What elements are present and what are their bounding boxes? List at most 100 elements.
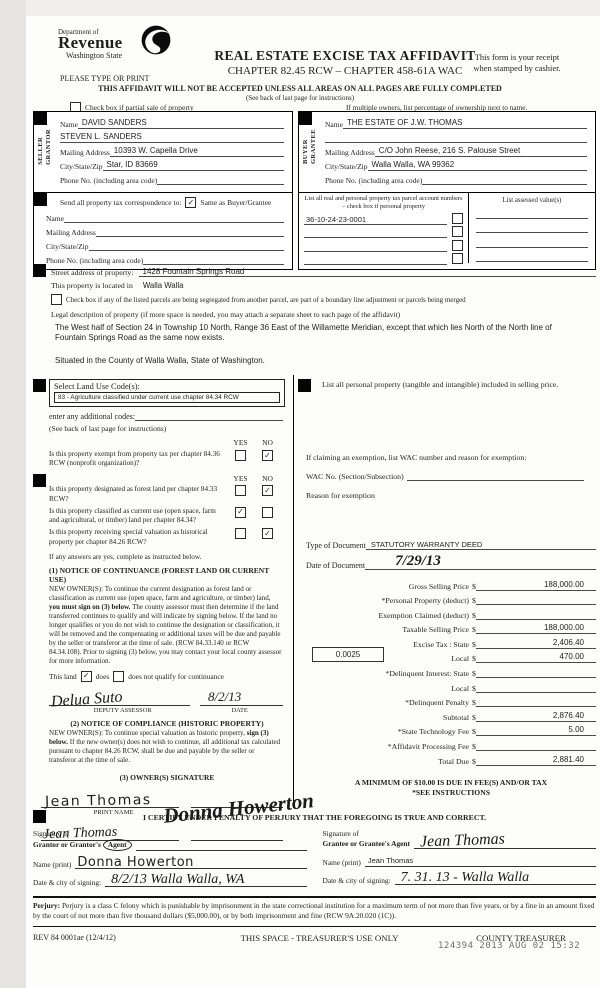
no-header: NO [262,438,273,447]
doc-date-field[interactable]: 7/29/13 [365,553,596,570]
local-rate-box: 0.0025 [312,647,384,663]
segregated-label: Check box if any of the listed parcels a… [66,295,466,304]
assessed-field-2[interactable] [476,219,588,233]
total-due-field[interactable]: 2,881.40 [475,755,596,766]
parcel-personal-checkbox-1[interactable] [452,212,463,224]
land-does-not-checkbox[interactable] [113,670,125,682]
parcel-personal-checkbox-2[interactable] [452,226,463,237]
grantor-sig-label1: Signature of [33,829,70,838]
owner-print-name-line-2[interactable] [191,795,283,808]
excise-tax-state-field[interactable]: 2,406.40 [475,638,596,649]
corr-city-field[interactable] [88,240,284,251]
this-land-label: This land [49,671,77,681]
land-use-code-select[interactable]: 83 - Agriculture classified under curren… [54,392,280,403]
seller-name-field[interactable]: DAVID SANDERS [77,118,284,129]
additional-codes-field[interactable] [134,411,283,421]
parcel-field-4[interactable] [304,264,447,265]
section-marker [34,112,47,125]
parcel-numbers-box: List all real and personal property tax … [299,193,468,265]
assessed-field-4[interactable] [476,248,588,262]
grantee-date-field[interactable]: 7. 31. 13 - Walla Walla [394,870,596,885]
owner-print-name-line[interactable]: Jean Thomas [41,792,179,810]
buyer-name2-field[interactable] [325,132,587,143]
personal-property-deduct-field[interactable] [475,594,596,606]
see-back-note: (See back of last page for instructions) [245,94,355,102]
parcel-personal-checkbox-3[interactable] [452,239,463,251]
scan-left-edge [0,0,26,988]
forest-yes-checkbox[interactable] [235,485,246,497]
seller-column: SELLER GRANTOR Name DAVID SANDERS STEVEN… [33,111,293,270]
grantor-print-field[interactable]: Donna Howerton [75,855,307,870]
row-label: Total Due [438,756,469,766]
perjury-note: Perjury: Perjury is a class C felony whi… [33,901,596,927]
deputy-assessor-signature-line[interactable]: Delua Suto [49,688,191,710]
corr-address-label: Mailing Address [46,228,96,237]
historic-yes-checkbox[interactable] [235,528,246,540]
buyer-name-field[interactable]: THE ESTATE OF J.W. THOMAS [342,118,587,129]
same-as-buyer-checkbox[interactable]: ✓ [185,197,197,208]
doc-type-field[interactable]: STATUTORY WARRANTY DEED [365,540,596,550]
land-does-checkbox[interactable]: ✓ [80,670,92,682]
parcel-field-2[interactable] [304,237,447,238]
taxable-selling-price-field[interactable]: 188,000.00 [475,623,596,635]
parcel-field-1[interactable]: 36-10-24-23-0001 [304,215,447,225]
assessed-field-1[interactable] [476,204,588,219]
corr-name-field[interactable] [63,212,284,223]
buyer-city-field[interactable]: Walla Walla, WA 99362 [367,160,587,171]
state-technology-fee-field[interactable]: 5.00 [475,725,596,737]
doc-type-label: Type of Document [306,540,366,550]
corr-phone-field[interactable] [143,254,284,265]
seller-address-field[interactable]: 10393 W. Capella Drive [109,146,284,157]
delinquent-interest-state-field[interactable] [475,667,596,679]
located-value: Walla Walla [142,281,184,290]
seller-city-label: City/State/Zip [60,162,103,171]
seller-city-field[interactable]: Star, ID 83669 [102,160,284,171]
buyer-column: BUYER GRANTEE Name THE ESTATE OF J.W. TH… [298,111,596,270]
affidavit-processing-fee-field[interactable] [475,740,596,752]
gross-selling-price-field[interactable]: 188,000.00 [475,580,596,591]
delinquent-interest-local-field[interactable] [475,682,596,693]
yes-header: YES [233,474,248,484]
additional-codes-label: enter any additional codes: [49,412,135,421]
delinquent-penalty-field[interactable] [475,696,596,708]
grantee-signature-line[interactable]: Jean Thomas [414,830,596,850]
exempt-no-checkbox[interactable]: ✓ [262,450,273,461]
seller-address-label: Mailing Address [60,148,110,157]
receipt-note: This form is your receipt when stamped b… [473,52,561,74]
grantor-signature-line[interactable] [135,838,307,851]
street-address-field[interactable]: 1428 Fountain Springs Road [138,267,596,277]
no-header: NO [262,474,273,484]
exempt-yes-checkbox[interactable] [235,450,246,461]
excise-tax-local-field[interactable]: 470.00 [475,652,596,664]
seller-name2-field[interactable]: STEVEN L. SANDERS [60,132,284,143]
page-subtitle: CHAPTER 82.45 RCW – CHAPTER 458-61A WAC [227,65,463,77]
subtotal-field[interactable]: 2,876.40 [475,711,596,722]
historic-no-checkbox[interactable]: ✓ [262,528,273,540]
owner-signature-line-2[interactable] [191,828,283,841]
current-yes-checkbox[interactable]: ✓ [235,506,246,518]
forest-no-checkbox[interactable]: ✓ [262,485,273,497]
grantee-signature-block: Signature of Grantee or Grantee's Agent … [323,829,596,887]
exemption-claimed-field[interactable] [475,609,596,620]
deputy-date-line[interactable]: 8/2/13 [200,689,283,706]
grantor-date-label: Date & city of signing: [33,877,102,887]
parcel-personal-checkbox-4[interactable] [452,253,463,264]
assessed-field-3[interactable] [476,233,588,248]
grantor-agent-circled: Agent [102,838,132,851]
seller-phone-field[interactable] [157,174,284,185]
buyer-city-label: City/State/Zip [325,162,368,171]
current-no-checkbox[interactable] [262,506,273,518]
segregated-checkbox[interactable] [51,294,62,305]
tax-column: List all personal property (tangible and… [293,375,596,808]
corr-address-field[interactable] [95,226,284,237]
buyer-address-field[interactable]: C/O John Reese, 216 S. Palouse Street [374,146,587,157]
personal-property-label: List all personal property (tangible and… [322,380,559,389]
row-label: *Delinquent Penalty [405,698,469,708]
wac-number-field[interactable] [406,471,584,481]
buyer-phone-field[interactable] [422,174,587,185]
parcel-field-3[interactable] [304,250,447,252]
section-marker [299,112,312,125]
grantor-date-field[interactable]: 8/2/13 Walla Walla, WA [105,872,307,887]
grantee-print-field[interactable]: Jean Thomas [364,856,596,867]
section-marker [34,193,47,206]
